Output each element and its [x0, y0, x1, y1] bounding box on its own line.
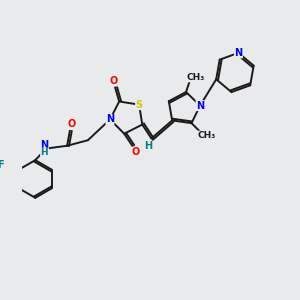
Text: H: H: [144, 141, 152, 151]
Text: F: F: [0, 160, 4, 170]
Text: H: H: [40, 148, 48, 157]
Text: O: O: [110, 76, 118, 86]
Text: O: O: [132, 147, 140, 157]
Text: CH₃: CH₃: [197, 131, 215, 140]
Text: N: N: [196, 100, 204, 111]
Text: O: O: [67, 119, 75, 129]
Text: N: N: [40, 140, 49, 150]
Text: S: S: [136, 100, 143, 110]
Text: N: N: [106, 115, 114, 124]
Text: N: N: [234, 48, 242, 58]
Text: CH₃: CH₃: [186, 73, 204, 82]
